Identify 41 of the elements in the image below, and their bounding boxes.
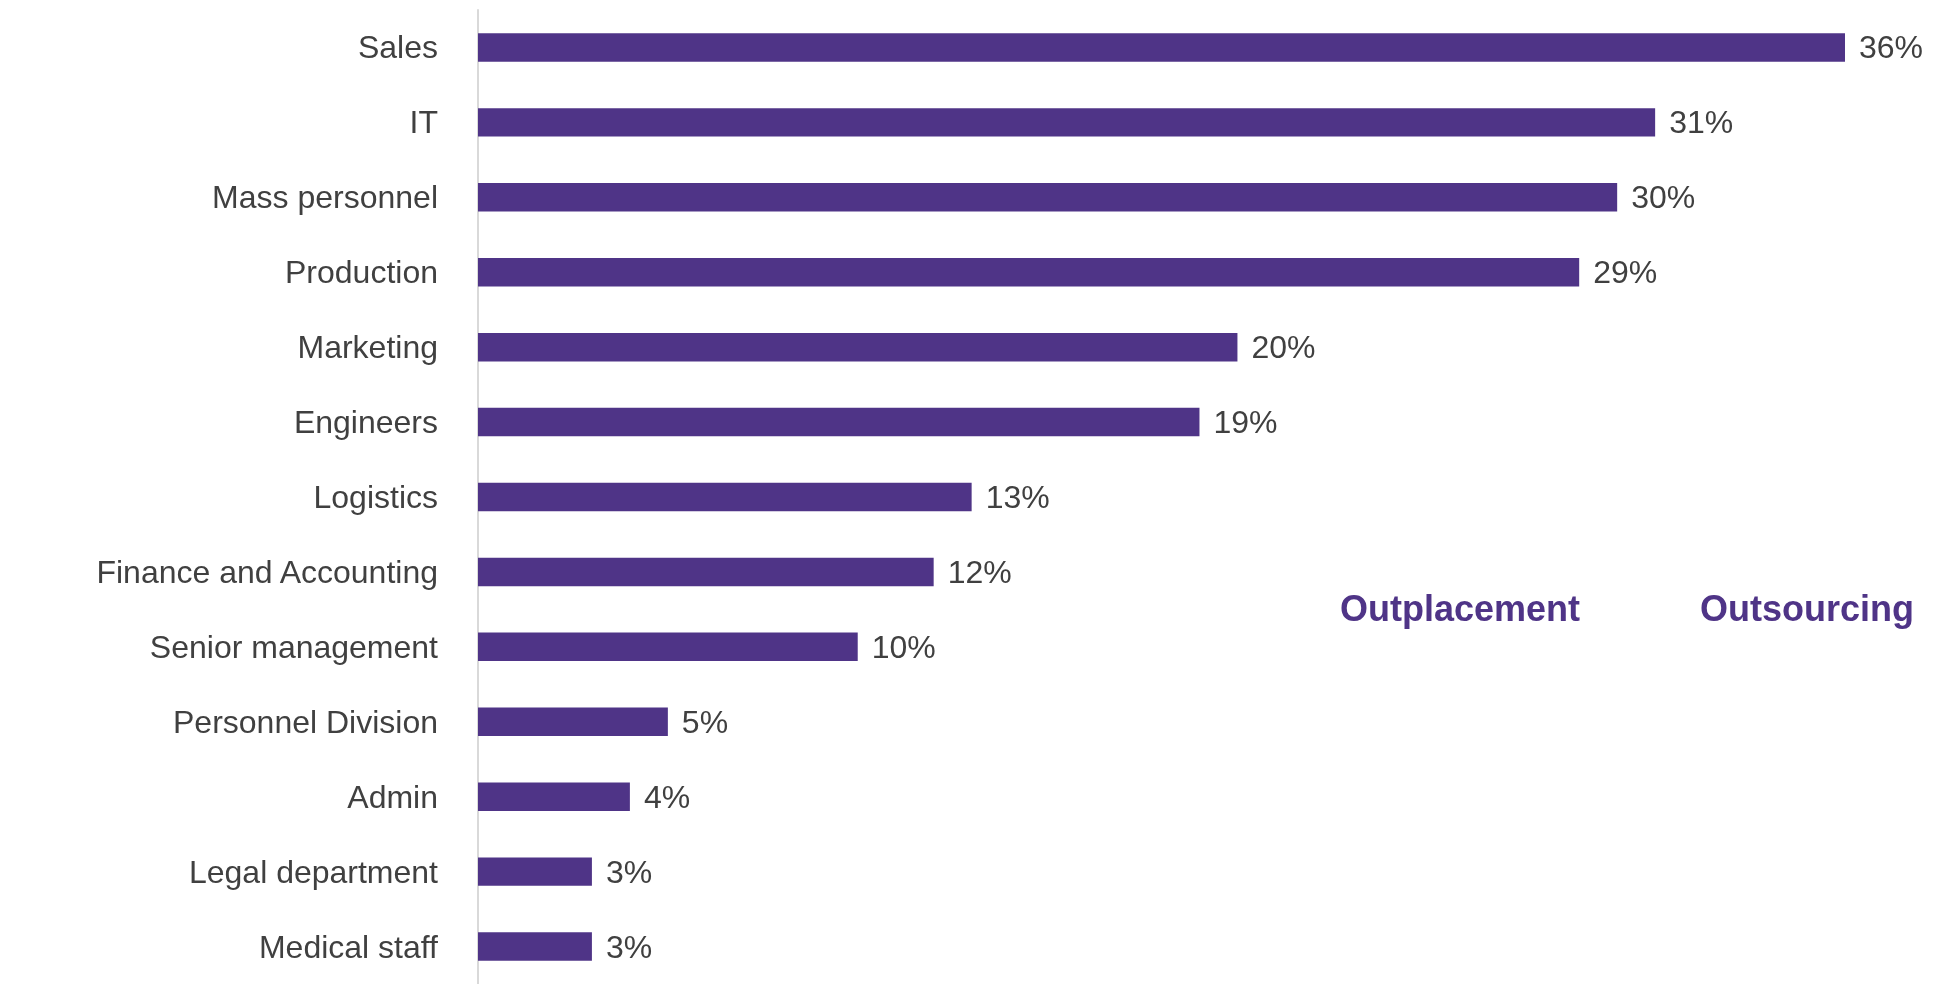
data-label: 31% (1669, 104, 1734, 141)
y-tick-label: Production (285, 254, 438, 291)
y-tick-label: Legal department (188, 853, 439, 890)
y-tick-label: Admin (347, 778, 438, 815)
data-label: 3% (605, 928, 653, 965)
bar (478, 332, 1238, 362)
bar (478, 407, 1200, 437)
y-tick-label: Finance and Accounting (96, 553, 438, 590)
data-label: 5% (681, 703, 729, 740)
bar (478, 707, 668, 736)
data-label: 13% (985, 479, 1050, 515)
y-tick-label: Senior management (149, 628, 439, 665)
y-tick-label: IT (409, 104, 438, 141)
data-label: 36% (1859, 29, 1924, 66)
bar (478, 183, 1618, 212)
y-tick-label: Sales (357, 29, 438, 66)
data-label: 19% (1213, 404, 1278, 441)
bar (478, 857, 592, 886)
annotation: Outsourcing (1700, 587, 1914, 629)
y-tick-label: Logistics (313, 479, 438, 515)
data-label: 30% (1631, 179, 1696, 216)
y-tick-label: Personnel Division (172, 703, 438, 740)
annotation: Outplacement (1340, 587, 1581, 629)
bar (478, 782, 630, 811)
bar (478, 482, 972, 512)
bar (478, 632, 858, 662)
data-label: 4% (643, 778, 691, 815)
bar (478, 557, 934, 587)
y-tick-label: Medical staff (258, 928, 439, 965)
bar (478, 258, 1580, 287)
data-label: 20% (1251, 329, 1316, 366)
bar (478, 108, 1656, 137)
data-label: 10% (871, 628, 936, 665)
bar (478, 33, 1845, 62)
data-label: 3% (605, 853, 653, 890)
bar (478, 932, 592, 961)
y-tick-label: Marketing (297, 329, 438, 366)
y-tick-label: Engineers (293, 404, 438, 441)
data-label: 12% (947, 553, 1012, 590)
data-label: 29% (1593, 254, 1658, 291)
y-tick-label: Mass personnel (212, 179, 438, 216)
